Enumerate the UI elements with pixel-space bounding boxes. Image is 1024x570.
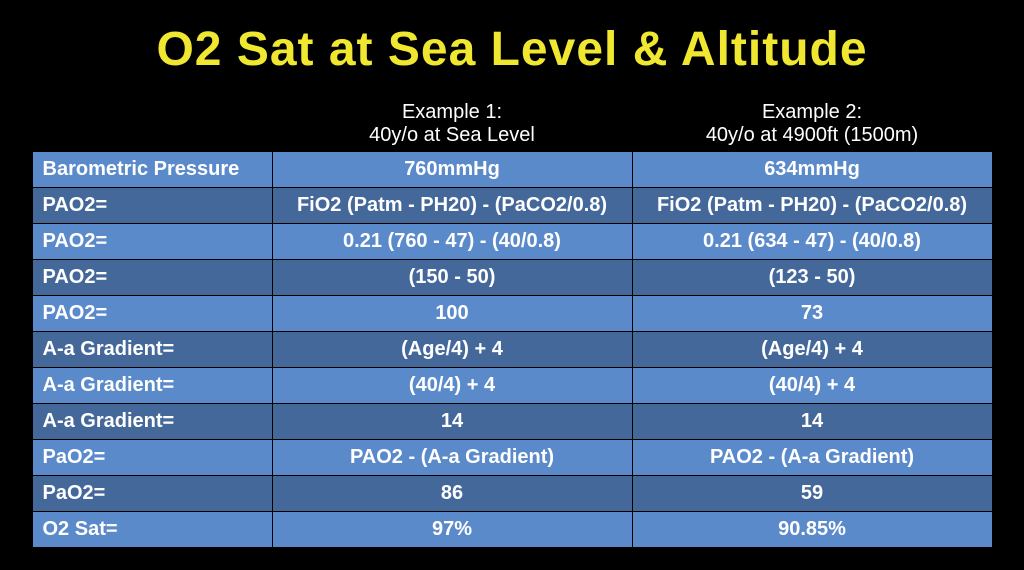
table-row: O2 Sat=97%90.85% bbox=[32, 512, 992, 548]
table-header-row: Example 1: 40y/o at Sea Level Example 2:… bbox=[32, 96, 992, 152]
table-row: PAO2=0.21 (760 - 47) - (40/0.8)0.21 (634… bbox=[32, 224, 992, 260]
row-label: A-a Gradient= bbox=[32, 368, 272, 404]
row-label: A-a Gradient= bbox=[32, 332, 272, 368]
row-val-2: 14 bbox=[632, 404, 992, 440]
row-val-1: (Age/4) + 4 bbox=[272, 332, 632, 368]
header-example-2: Example 2: 40y/o at 4900ft (1500m) bbox=[632, 96, 992, 152]
row-val-1: 14 bbox=[272, 404, 632, 440]
table-row: Barometric Pressure760mmHg634mmHg bbox=[32, 152, 992, 188]
row-label: O2 Sat= bbox=[32, 512, 272, 548]
row-val-1: 760mmHg bbox=[272, 152, 632, 188]
row-val-1: 100 bbox=[272, 296, 632, 332]
row-val-2: 634mmHg bbox=[632, 152, 992, 188]
row-label: A-a Gradient= bbox=[32, 404, 272, 440]
o2-sat-table: Example 1: 40y/o at Sea Level Example 2:… bbox=[32, 95, 993, 548]
row-val-2: 59 bbox=[632, 476, 992, 512]
table-body: Barometric Pressure760mmHg634mmHg PAO2=F… bbox=[32, 152, 992, 548]
row-label: PAO2= bbox=[32, 296, 272, 332]
row-val-2: (40/4) + 4 bbox=[632, 368, 992, 404]
row-val-2: 0.21 (634 - 47) - (40/0.8) bbox=[632, 224, 992, 260]
row-val-1: (40/4) + 4 bbox=[272, 368, 632, 404]
row-val-2: 73 bbox=[632, 296, 992, 332]
page-title: O2 Sat at Sea Level & Altitude bbox=[0, 0, 1024, 95]
row-val-1: 97% bbox=[272, 512, 632, 548]
row-label: PAO2= bbox=[32, 260, 272, 296]
table-row: A-a Gradient=(40/4) + 4(40/4) + 4 bbox=[32, 368, 992, 404]
row-label: Barometric Pressure bbox=[32, 152, 272, 188]
header-example-1: Example 1: 40y/o at Sea Level bbox=[272, 96, 632, 152]
row-val-1: 86 bbox=[272, 476, 632, 512]
table-row: PaO2=PAO2 - (A-a Gradient)PAO2 - (A-a Gr… bbox=[32, 440, 992, 476]
row-val-2: (Age/4) + 4 bbox=[632, 332, 992, 368]
row-val-1: PAO2 - (A-a Gradient) bbox=[272, 440, 632, 476]
row-val-2: (123 - 50) bbox=[632, 260, 992, 296]
table-row: PAO2=10073 bbox=[32, 296, 992, 332]
header-example-1-line2: 40y/o at Sea Level bbox=[369, 124, 535, 146]
row-label: PAO2= bbox=[32, 224, 272, 260]
header-example-1-line1: Example 1: bbox=[402, 101, 502, 123]
row-val-2: 90.85% bbox=[632, 512, 992, 548]
row-val-1: (150 - 50) bbox=[272, 260, 632, 296]
table-row: PaO2=8659 bbox=[32, 476, 992, 512]
table-row: A-a Gradient=(Age/4) + 4(Age/4) + 4 bbox=[32, 332, 992, 368]
table-row: PAO2=(150 - 50)(123 - 50) bbox=[32, 260, 992, 296]
row-label: PaO2= bbox=[32, 476, 272, 512]
row-val-2: PAO2 - (A-a Gradient) bbox=[632, 440, 992, 476]
header-blank bbox=[32, 96, 272, 152]
row-label: PaO2= bbox=[32, 440, 272, 476]
table-row: PAO2=FiO2 (Patm - PH20) - (PaCO2/0.8)FiO… bbox=[32, 188, 992, 224]
row-label: PAO2= bbox=[32, 188, 272, 224]
row-val-1: FiO2 (Patm - PH20) - (PaCO2/0.8) bbox=[272, 188, 632, 224]
header-example-2-line2: 40y/o at 4900ft (1500m) bbox=[706, 124, 918, 146]
row-val-1: 0.21 (760 - 47) - (40/0.8) bbox=[272, 224, 632, 260]
header-example-2-line1: Example 2: bbox=[762, 101, 862, 123]
table-row: A-a Gradient=1414 bbox=[32, 404, 992, 440]
row-val-2: FiO2 (Patm - PH20) - (PaCO2/0.8) bbox=[632, 188, 992, 224]
